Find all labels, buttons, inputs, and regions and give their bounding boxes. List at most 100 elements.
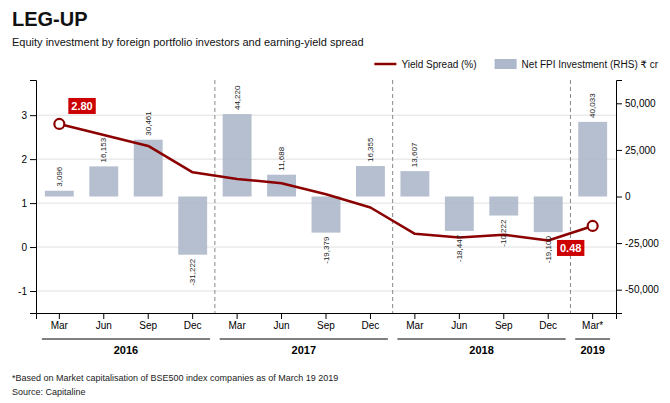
- tick-mark: [548, 313, 549, 319]
- tick-mark: [59, 313, 60, 319]
- group-underline: [42, 339, 210, 340]
- tick-mark: [148, 313, 149, 319]
- tick-label: Jun: [273, 320, 289, 331]
- tick-mark: [616, 197, 622, 198]
- bar-label: 40,033: [588, 93, 597, 118]
- tick: 0: [21, 242, 36, 253]
- y-axis: -1 0 1 2 3: [18, 81, 36, 314]
- group-separator: [214, 80, 215, 313]
- tick-label: -50,000: [625, 284, 659, 295]
- bar-label: -18,447: [455, 234, 464, 262]
- endpoint-marker: [54, 119, 64, 129]
- bar: [134, 140, 163, 197]
- axis-line: [30, 81, 37, 314]
- tick-label: Mar: [228, 320, 246, 331]
- chart: LEG-UPEquity investment by foreign portf…: [0, 0, 670, 403]
- tick-mark: [30, 203, 36, 204]
- y2-axis: -50,000 -25,000 0 25,000 50,000: [616, 81, 659, 314]
- tick-mark: [616, 243, 622, 244]
- bar: [223, 114, 252, 196]
- tick-label: Mar*: [582, 320, 603, 331]
- tick-mark: [326, 313, 327, 319]
- group-label: 2017: [292, 344, 316, 356]
- tick-mark: [459, 313, 460, 319]
- bar: [312, 197, 341, 233]
- bar: [578, 122, 607, 197]
- x-axis: MarJunSepDecMarJunSepDecMarJunSepDecMar*: [37, 313, 617, 331]
- tick: -1: [18, 286, 36, 297]
- footnote: *Based on Market capitalisation of BSE50…: [12, 373, 338, 383]
- tick-mark: [30, 247, 36, 248]
- bar-label: -10,222: [499, 219, 508, 247]
- tick: Jun: [96, 313, 112, 331]
- tick-label: Dec: [184, 320, 202, 331]
- tick-mark: [30, 115, 36, 116]
- tick: 50,000: [616, 98, 656, 109]
- tick: 0: [616, 191, 631, 202]
- tick: Jun: [273, 313, 289, 331]
- tick-label: 50,000: [625, 98, 656, 109]
- bar-label: -19,100: [544, 236, 553, 264]
- tick-mark: [503, 313, 504, 319]
- tick-label: 1: [21, 198, 27, 209]
- tick-mark: [237, 313, 238, 319]
- tick: 2: [21, 154, 36, 165]
- bar: [400, 171, 429, 196]
- x-groups: 2016 2017 2018 2019: [42, 339, 610, 356]
- legend-label: Net FPI Investment (RHS) ₹ cr: [522, 59, 659, 70]
- tick: Jun: [451, 313, 467, 331]
- legend-item: Yield Spread (%): [374, 59, 476, 70]
- bar-label: 11,688: [277, 146, 286, 170]
- tick-mark: [281, 313, 282, 319]
- data-labels: 3,09616,15330,461-31,22244,22011,688-19,…: [55, 85, 597, 286]
- group-separator: [570, 80, 571, 313]
- tick: Mar*: [582, 313, 603, 331]
- tick-label: Mar: [406, 320, 424, 331]
- tick: Mar: [51, 313, 69, 331]
- group-underline: [220, 339, 388, 340]
- group-label: 2019: [580, 344, 604, 356]
- group-label: 2018: [469, 344, 493, 356]
- tick-label: 3: [21, 110, 27, 121]
- bar: [445, 197, 474, 231]
- bar: [534, 197, 563, 233]
- bar: [89, 166, 118, 196]
- tick-mark: [616, 150, 622, 151]
- tick-mark: [414, 313, 415, 319]
- group-label: 2016: [114, 344, 138, 356]
- tick: Dec: [539, 313, 557, 331]
- bar-label: 30,461: [144, 111, 153, 136]
- tick-label: Jun: [451, 320, 467, 331]
- tick: Sep: [495, 313, 513, 331]
- tick-label: -1: [18, 286, 27, 297]
- tick-label: 0: [625, 191, 631, 202]
- tick: Mar: [228, 313, 246, 331]
- tick: Sep: [139, 313, 157, 331]
- endpoint-marker: [588, 221, 598, 231]
- annotation-box: [557, 240, 584, 256]
- tick-label: Mar: [51, 320, 69, 331]
- grid: [36, 115, 616, 291]
- tick-label: Dec: [539, 320, 557, 331]
- axis-line: [37, 314, 617, 320]
- bars: [45, 114, 607, 255]
- tick: -50,000: [616, 284, 659, 295]
- tick: Mar: [406, 313, 424, 331]
- bar-label: -19,379: [322, 236, 331, 264]
- legend-label: Yield Spread (%): [401, 59, 476, 70]
- bar: [45, 191, 74, 197]
- bar: [356, 166, 385, 196]
- line: [59, 124, 592, 241]
- title: LEG-UP: [12, 8, 88, 30]
- tick-label: Jun: [96, 320, 112, 331]
- tick-label: -25,000: [625, 238, 659, 249]
- grid-line: [36, 291, 616, 292]
- group-separator: [392, 80, 393, 313]
- legend-item: Net FPI Investment (RHS) ₹ cr: [495, 59, 659, 70]
- annotation: 2.80: [71, 100, 92, 112]
- separators: [215, 80, 571, 313]
- tick-label: Sep: [495, 320, 513, 331]
- tick: 25,000: [616, 145, 656, 156]
- bar-label: 44,220: [233, 85, 242, 110]
- tick: 3: [21, 110, 36, 121]
